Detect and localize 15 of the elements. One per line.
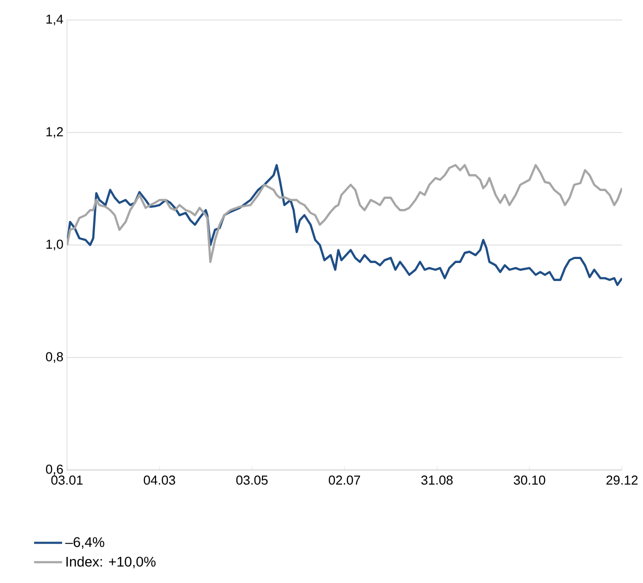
legend-label: –6,4% — [65, 537, 104, 549]
y-tick-label: 0,6 — [46, 464, 63, 476]
x-tick-label: 29.12 — [606, 476, 638, 485]
x-tick-label: 31.08 — [421, 476, 453, 485]
x-tick-label: 02.07 — [328, 476, 360, 485]
y-tick-label: 0,8 — [46, 352, 63, 363]
x-tick-label: 30.10 — [514, 476, 546, 485]
y-tick-label: 1,4 — [46, 14, 64, 26]
y-tick-label: 1,0 — [46, 240, 63, 250]
x-tick-label: 04.03 — [144, 476, 176, 485]
x-tick-label: 03.01 — [51, 476, 83, 485]
line-series — [67, 164, 622, 286]
legend-label: Index: +10,0% — [66, 556, 156, 568]
y-tick-label: 1,2 — [46, 127, 63, 138]
x-tick-label: 03.05 — [236, 476, 268, 485]
